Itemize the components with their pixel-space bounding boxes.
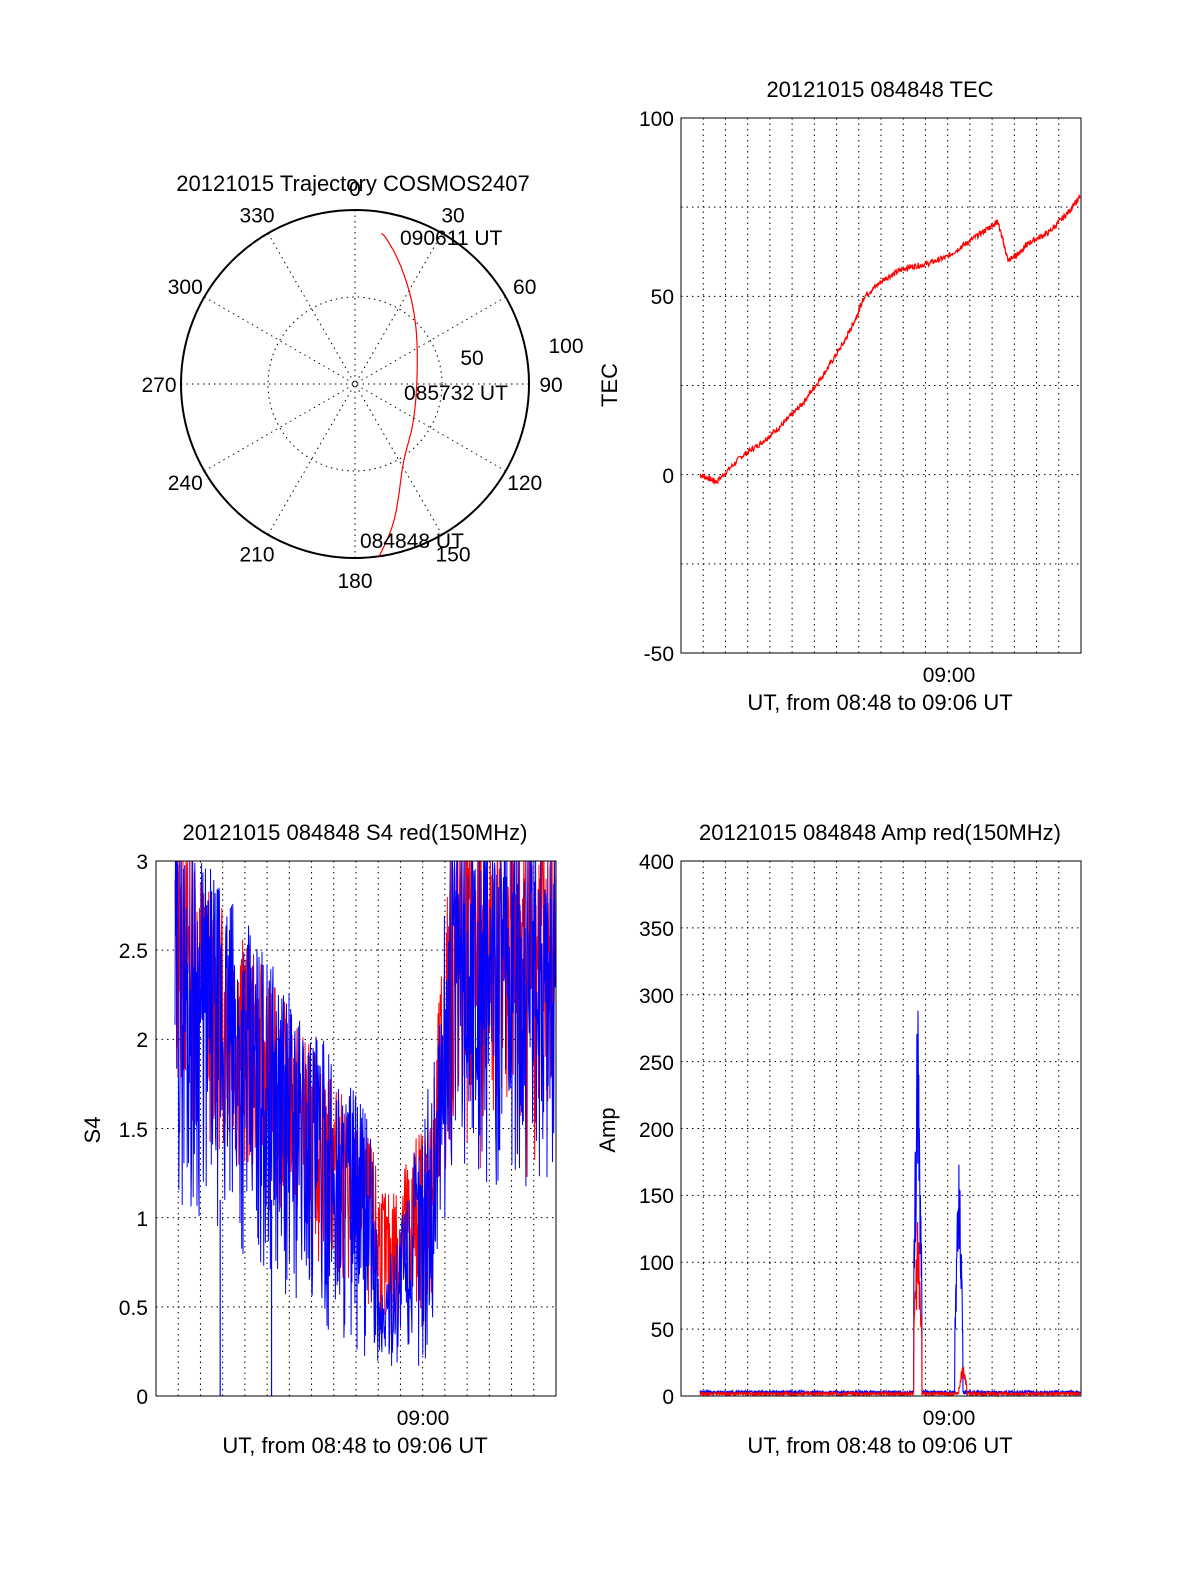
amp-ytick: 250: [639, 1052, 674, 1075]
tec-xlabel: UT, from 08:48 to 09:06 UT: [747, 690, 1012, 715]
radial-label-100: 100: [548, 335, 583, 358]
tec-ylabel: TEC: [597, 363, 622, 407]
s4-ylabel: S4: [80, 1117, 105, 1144]
tec-series-line: [699, 193, 1081, 485]
polar-angle-label: 240: [168, 472, 203, 495]
amp-ytick: 50: [651, 1319, 674, 1342]
amp-yticks: 0 50 100 150 200 250 300 350 400: [639, 851, 674, 1409]
polar-angle-label: 60: [513, 276, 536, 299]
amp-series: [699, 1010, 1081, 1398]
tec-ytick: 0: [662, 465, 674, 488]
s4-panel: 20121015 084848 S4 red(150MHz) 0 0.5 1 1…: [80, 820, 557, 1458]
amp-ytick: 150: [639, 1185, 674, 1208]
amp-frame: [680, 860, 1082, 1397]
s4-ytick: 3: [136, 851, 148, 874]
polar-angle-label: 270: [141, 374, 176, 397]
amp-series-blue: [699, 1010, 1081, 1397]
amp-ytick: 400: [639, 851, 674, 874]
amp-ytick: 300: [639, 985, 674, 1008]
amp-grid: [681, 861, 1081, 1396]
tec-panel: 20121015 084848 TEC -50 0 50 100 09:00 U…: [597, 77, 1082, 715]
amp-ytick: 200: [639, 1119, 674, 1142]
s4-yticks: 0 0.5 1 1.5 2 2.5 3: [119, 851, 148, 1409]
s4-xlabel: UT, from 08:48 to 09:06 UT: [222, 1433, 487, 1458]
trajectory-line: [378, 232, 418, 557]
amp-ytick: 0: [662, 1386, 674, 1409]
amp-ytick: 100: [639, 1252, 674, 1275]
polar-angle-label: 90: [539, 374, 562, 397]
trajectory-mid-time: 085732 UT: [404, 382, 508, 405]
s4-frame: [155, 860, 557, 1397]
amp-xlabel: UT, from 08:48 to 09:06 UT: [747, 1433, 1012, 1458]
radial-label-50: 50: [460, 347, 483, 370]
polar-angle-label: 30: [441, 204, 464, 227]
polar-angle-label: 300: [168, 276, 203, 299]
polar-angle-label: 210: [239, 544, 274, 567]
tec-grid: [681, 118, 1081, 653]
polar-angle-label: 180: [337, 570, 372, 593]
s4-ytick: 2: [136, 1029, 148, 1052]
amp-ytick: 350: [639, 918, 674, 941]
s4-ytick: 0.5: [119, 1297, 148, 1320]
s4-series-blue: [174, 860, 556, 1366]
tec-xtick: 09:00: [923, 664, 976, 687]
tec-ytick: -50: [644, 643, 674, 666]
trajectory-end-time: 090611 UT: [400, 227, 503, 250]
s4-ytick: 0: [136, 1386, 148, 1409]
tec-title: 20121015 084848 TEC: [766, 77, 993, 102]
s4-series: [174, 860, 556, 1396]
amp-title: 20121015 084848 Amp red(150MHz): [699, 820, 1061, 845]
polar-inner-ring: [267, 296, 443, 472]
amp-series-red: [699, 1221, 1081, 1398]
polar-angle-labels: 0 30 60 90 120 150 180 210 240 270 300 330: [141, 178, 562, 593]
tec-frame: [680, 117, 1082, 654]
s4-xtick: 09:00: [397, 1407, 450, 1430]
polar-angle-label: 330: [239, 204, 274, 227]
s4-ytick: 2.5: [119, 940, 148, 963]
tec-ytick: 50: [651, 286, 674, 309]
s4-ytick: 1: [136, 1208, 148, 1231]
s4-title: 20121015 084848 S4 red(150MHz): [183, 820, 528, 845]
trajectory-panel: 20121015 Trajectory COSMOS2407 0 30 60 90 12…: [141, 171, 583, 593]
polar-angle-label: 120: [507, 472, 542, 495]
amp-xtick: 09:00: [923, 1407, 976, 1430]
trajectory-title: 20121015 Trajectory COSMOS2407: [176, 171, 529, 196]
tec-ytick: 100: [639, 108, 674, 131]
tec-yticks: -50 0 50 100: [639, 108, 674, 666]
amp-ylabel: Amp: [595, 1107, 620, 1152]
s4-ytick: 1.5: [119, 1119, 148, 1142]
amp-panel: 20121015 084848 Amp red(150MHz) 0 50 100…: [595, 820, 1082, 1458]
polar-angle-label: 0: [349, 178, 361, 201]
polar-angle-label: 150: [435, 544, 470, 567]
trajectory-start-time: 084848 UT: [360, 530, 464, 553]
